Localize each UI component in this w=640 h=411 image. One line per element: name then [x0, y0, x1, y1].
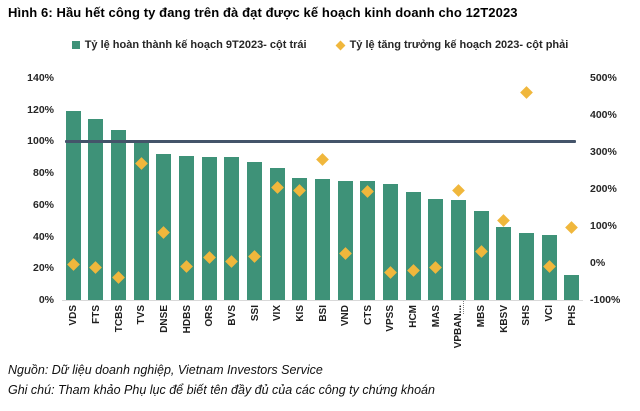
x-label-MBS: MBS: [476, 305, 488, 328]
left-axis-tick: 40%: [32, 230, 54, 243]
right-axis-tick: 300%: [590, 146, 617, 158]
legend: Tỷ lệ hoàn thành kế hoạch 9T2023- cột tr…: [0, 39, 640, 51]
x-label-HDBS: HDBS: [181, 305, 193, 334]
bar-SHS: [518, 233, 534, 300]
x-label-VDS: VDS: [68, 305, 80, 326]
x-label-VCI: VCI: [544, 305, 556, 322]
x-label-DNSE: DNSE: [158, 305, 170, 333]
chart-title: Hình 6: Hầu hết công ty đang trên đà đạt…: [8, 5, 518, 20]
bar-KBSV: [496, 227, 512, 300]
x-label-TCBS: TCBS: [113, 305, 125, 333]
diamond-VPBAN...: [452, 184, 465, 198]
x-label-VPSS: VPSS: [385, 305, 397, 332]
x-label-SSI: SSI: [249, 305, 261, 322]
left-axis-tick: 120%: [27, 103, 54, 116]
diamond-KBSV: [497, 214, 511, 227]
right-axis-tick: 500%: [590, 72, 617, 84]
left-axis-tick: 60%: [32, 198, 54, 211]
bar-series-marker-icon: [71, 41, 80, 49]
bar-SSI: [247, 162, 263, 300]
bar-TCBS: [111, 130, 127, 300]
diamond-PHS: [565, 221, 579, 235]
bar-ORS: [201, 157, 217, 300]
x-label-BVS: BVS: [226, 305, 238, 326]
bar-VND: [337, 181, 353, 300]
x-label-SHS: SHS: [521, 305, 533, 326]
x-label-FTS: FTS: [90, 305, 102, 324]
bar-HCM: [405, 192, 421, 300]
bar-TVS: [133, 141, 149, 300]
x-label-VND: VND: [340, 305, 352, 327]
legend-label-growth: Tỷ lệ tăng trưởng kế hoạch 2023- cột phả…: [349, 39, 569, 51]
footer: Nguồn: Dữ liệu doanh nghiệp, Vietnam Inv…: [8, 360, 435, 400]
left-axis-tick: 140%: [27, 72, 54, 84]
footnote: Ghi chú: Tham khảo Phụ lục để biết tên đ…: [8, 383, 435, 397]
x-label-MAS: MAS: [430, 305, 442, 328]
x-label-BSI: BSI: [317, 305, 329, 322]
x-label-PHS: PHS: [566, 305, 578, 326]
truncated-label-tick: [463, 301, 465, 314]
x-label-KBSV: KBSV: [498, 305, 510, 333]
bar-VDS: [65, 111, 81, 300]
x-label-TVS: TVS: [136, 305, 148, 325]
diamond-BSI: [316, 153, 329, 166]
x-label-VIX: VIX: [272, 305, 284, 322]
source-note: Nguồn: Dữ liệu doanh nghiệp, Vietnam Inv…: [8, 363, 323, 377]
legend-item-growth: Tỷ lệ tăng trưởng kế hoạch 2023- cột phả…: [335, 39, 569, 51]
x-label-KIS: KIS: [294, 305, 306, 322]
right-axis-tick: 200%: [590, 183, 617, 195]
bar-PHS: [564, 274, 580, 300]
bar-BSI: [315, 179, 330, 300]
left-axis-tick: 20%: [32, 262, 54, 275]
legend-label-completion: Tỷ lệ hoàn thành kế hoạch 9T2023- cột tr…: [84, 39, 307, 51]
left-axis-tick: 0%: [38, 294, 54, 306]
target-line: [65, 139, 576, 143]
bar-KIS: [292, 177, 308, 300]
bar-VPBAN...: [450, 200, 466, 300]
left-axis-tick: 100%: [27, 135, 54, 148]
x-axis-line: [62, 300, 583, 301]
bar-VPSS: [382, 184, 398, 300]
bar-MAS: [428, 198, 444, 300]
bar-VIX: [269, 168, 285, 300]
right-axis-tick: 100%: [590, 220, 617, 232]
right-axis-tick: 0%: [590, 257, 606, 269]
right-axis-tick: 400%: [590, 109, 617, 121]
bar-BVS: [224, 157, 240, 300]
bar-FTS: [88, 119, 104, 300]
x-label-CTS: CTS: [362, 305, 374, 325]
diamond-SHS: [519, 86, 533, 100]
x-label-HCM: HCM: [408, 305, 420, 328]
bar-CTS: [360, 181, 376, 300]
legend-item-completion: Tỷ lệ hoàn thành kế hoạch 9T2023- cột tr…: [71, 39, 307, 51]
x-label-ORS: ORS: [204, 305, 216, 327]
left-axis-tick: 80%: [32, 167, 54, 180]
bar-HDBS: [179, 155, 195, 300]
right-axis-tick: -100%: [590, 294, 621, 306]
